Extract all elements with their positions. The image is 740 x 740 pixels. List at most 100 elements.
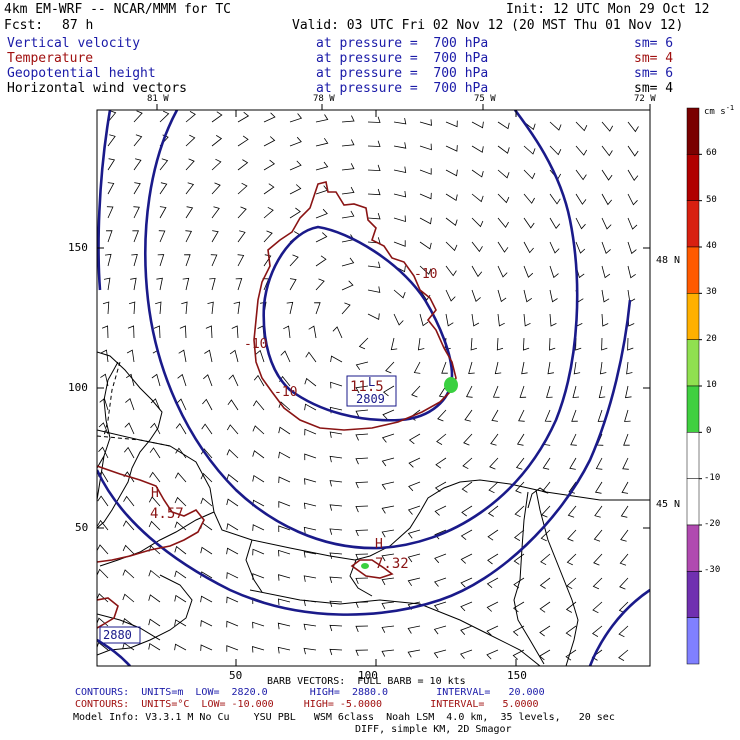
colorbar-segment [686,524,700,572]
wind-barb [549,217,561,230]
wind-barb [303,575,317,582]
wind-barb [573,361,581,375]
wind-barb [549,193,561,205]
wind-barb [599,361,607,375]
wind-barb [314,302,321,315]
wind-barb [385,361,395,374]
wind-barb [518,409,525,422]
wind-barb [601,289,610,303]
wind-barb [549,337,556,351]
field-sm: sm= 4 [634,81,674,96]
wind-barb [305,351,317,363]
wind-barb [419,241,432,250]
temp-contour-label: -10 [414,267,438,282]
colorbar-segment [686,432,700,479]
wind-barb [571,409,578,422]
wind-barb [497,193,510,204]
wind-barb [159,206,167,219]
wind-barb [445,289,456,302]
wind-barb [237,206,247,219]
wind-barb [393,289,406,299]
wind-barb [487,505,499,517]
wind-barb [122,593,135,603]
wind-barb [209,277,216,291]
wind-barb [419,313,429,327]
wind-barb [575,169,587,181]
wind-barb [445,120,458,128]
wind-barb [201,423,213,435]
colorbar-segment [686,293,700,340]
high-west-value: 4.57 [150,506,184,522]
wind-barb [539,601,551,613]
wind-barb [367,188,381,196]
wind-barb [330,355,343,363]
wind-barb [565,649,577,661]
wind-barb [358,337,369,350]
x-tick-label: 50 [229,669,243,682]
wind-barb [289,136,302,147]
wind-barb [382,385,395,397]
wind-barb [184,254,191,267]
wind-barb [329,624,343,632]
lat-label: 45 N [656,499,681,510]
wind-barb [367,237,381,244]
fcst-value: 87 h [62,18,94,33]
wind-barb [390,337,398,351]
wind-barb [263,112,276,123]
wind-barb [549,265,559,279]
wind-barb [278,549,291,557]
wind-barb [434,505,447,516]
wind-barb [185,230,193,243]
wind-barb [627,337,634,351]
wind-barb [381,481,395,490]
wind-barb [329,648,343,656]
model-info: Model Info: V3.3.1 M No Cu YSU PBL WSM 6… [73,712,615,723]
wind-barb [601,337,608,351]
wind-barb [549,289,558,303]
wind-barb [330,381,343,389]
wind-barb [515,457,525,470]
wind-barb [565,625,577,637]
wind-barb [618,649,629,661]
lon-label: 72 W [634,94,656,104]
wind-barb [413,361,421,374]
wind-barb [546,385,553,398]
colorbar-label: 50 [706,194,717,205]
wind-barb [157,254,165,267]
wind-barb [277,646,291,654]
fcst-label: Fcst: [4,18,44,33]
wind-barb [419,168,432,175]
wind-barb [122,544,135,555]
wind-barb [523,289,533,303]
wind-barb [128,301,136,315]
wind-barb [341,186,355,195]
wind-barb [176,398,187,411]
wind-barb [185,134,196,147]
wind-barb [278,426,291,435]
wind-barb [523,145,536,155]
wind-barb [329,576,343,584]
colorbar-segment [686,107,700,155]
wind-barb [549,241,560,254]
wind-barb [211,182,221,195]
wind-barb [497,313,505,327]
wind-barb [278,451,291,459]
wind-barb [620,505,629,518]
wind-barb [123,495,135,507]
wind-barb [315,208,328,219]
wind-barb [150,398,161,411]
wind-barb [355,457,369,465]
wind-barb [523,217,535,229]
wind-barb [497,217,509,229]
wind-barb [125,398,135,411]
wind-barb [148,569,161,579]
wind-barb [470,337,478,351]
wind-barb [407,625,421,634]
wind-barb [411,385,421,398]
axis-ticks [97,104,651,666]
colorbar-segment [686,571,700,618]
wind-barb [355,361,369,371]
wind-barb [289,207,301,219]
wind-barb [497,145,510,154]
wind-barb [341,280,354,291]
